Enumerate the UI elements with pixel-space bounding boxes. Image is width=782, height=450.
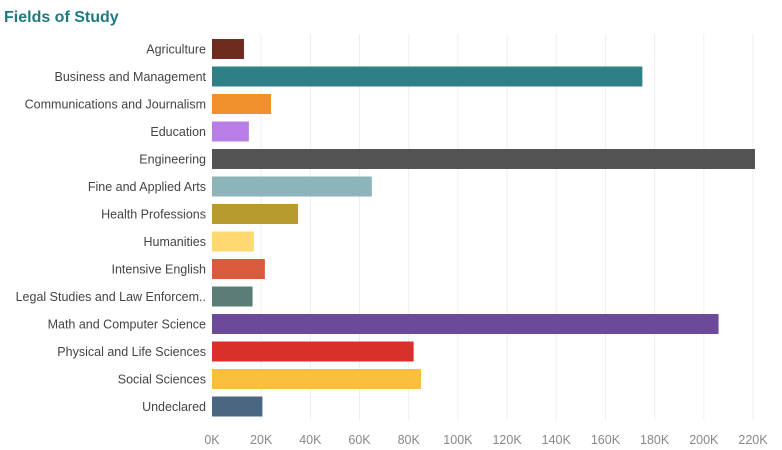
x-tick-label: 120K (492, 433, 522, 447)
x-tick-label: 140K (542, 433, 572, 447)
x-tick-label: 0K (204, 433, 220, 447)
category-label: Education (150, 125, 206, 139)
category-label: Health Professions (101, 208, 206, 222)
x-tick-label: 40K (299, 433, 322, 447)
x-tick-label: 180K (640, 433, 670, 447)
x-tick-label: 20K (250, 433, 273, 447)
category-label: Math and Computer Science (48, 318, 206, 332)
category-label: Business and Management (55, 70, 207, 84)
bar[interactable] (212, 341, 414, 362)
bar[interactable] (212, 39, 244, 59)
bar[interactable] (212, 66, 643, 87)
x-tick-label: 200K (689, 433, 719, 447)
category-label-layer: Agriculture Business and Management Commun… (16, 43, 207, 415)
grid-layer (260, 34, 754, 420)
category-label: Engineering (139, 153, 206, 167)
category-label: Undeclared (142, 400, 206, 414)
bar[interactable] (212, 314, 719, 334)
category-label: Social Sciences (118, 373, 206, 387)
x-tick-label: 80K (398, 433, 421, 447)
bar[interactable] (212, 286, 253, 307)
category-label: Agriculture (146, 43, 206, 57)
bar[interactable] (212, 231, 254, 252)
category-label: Legal Studies and Law Enforcem.. (16, 290, 206, 304)
bar[interactable] (212, 94, 272, 114)
category-label: Intensive English (111, 263, 206, 277)
bar[interactable] (212, 259, 265, 279)
bar[interactable] (212, 176, 372, 197)
category-label: Physical and Life Sciences (57, 345, 206, 359)
bar[interactable] (212, 396, 263, 417)
x-tick-label: 160K (591, 433, 621, 447)
category-label: Communications and Journalism (25, 98, 206, 112)
bar[interactable] (212, 149, 755, 169)
x-tick-label: 60K (348, 433, 371, 447)
category-label: Fine and Applied Arts (88, 180, 206, 194)
x-axis-tick-layer: 0K 20K 40K 60K 80K 100K 120K 140K 160K 180K 200K 22… (204, 433, 768, 447)
bar[interactable] (212, 121, 249, 142)
x-tick-label: 100K (443, 433, 473, 447)
category-label: Humanities (143, 235, 206, 249)
bar-layer (212, 39, 755, 417)
chart-title: Fields of Study (4, 9, 119, 26)
bar[interactable] (212, 204, 299, 224)
x-tick-label: 220K (738, 433, 768, 447)
bar[interactable] (212, 369, 422, 389)
